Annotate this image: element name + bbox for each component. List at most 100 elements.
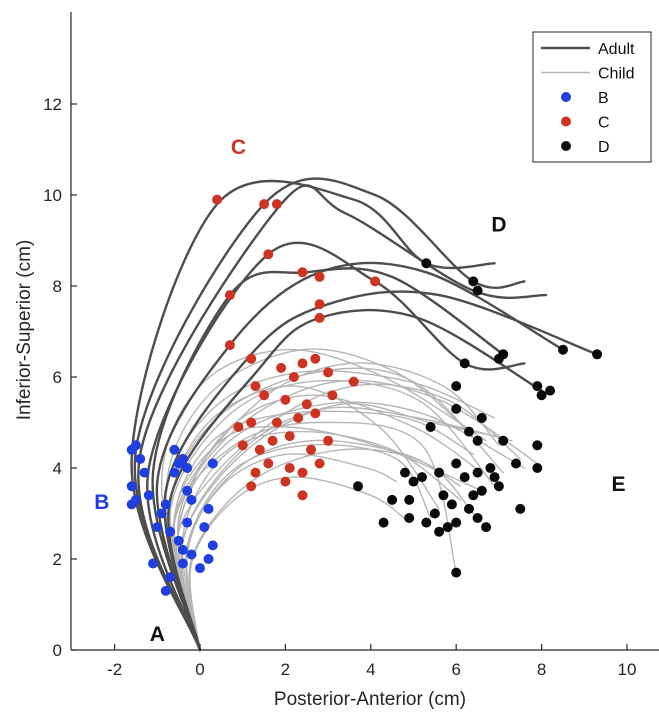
point-d (592, 349, 603, 360)
point-c (271, 417, 282, 428)
x-tick-label: 0 (195, 660, 204, 679)
point-c (348, 376, 359, 387)
annotation-c: C (231, 136, 246, 159)
point-d (472, 285, 483, 296)
annotation-d: D (491, 213, 506, 236)
y-tick-label: 10 (43, 186, 62, 205)
point-b (186, 549, 197, 560)
point-b (203, 503, 214, 514)
point-c (297, 467, 308, 478)
point-b (182, 463, 193, 473)
point-b (143, 490, 154, 501)
point-c (314, 458, 325, 469)
point-c (246, 481, 257, 492)
point-b (135, 453, 146, 464)
axis-ticks: -2 0 2 4 6 8 10 0 2 4 6 8 10 12 (43, 95, 636, 679)
point-c (280, 394, 291, 405)
x-tick-label: 6 (451, 660, 460, 679)
legend-label-d: D (598, 139, 610, 156)
point-c (297, 490, 308, 501)
adult-trajectory-line (163, 290, 599, 652)
point-b (126, 481, 137, 492)
point-b (186, 494, 197, 505)
landmark-points (126, 194, 603, 596)
y-axis-label: Inferior-Superior (cm) (14, 240, 35, 421)
point-d (468, 490, 479, 501)
point-d (417, 472, 427, 483)
point-b (130, 494, 141, 505)
point-d (434, 467, 445, 478)
point-d (400, 467, 410, 478)
point-c (212, 194, 223, 205)
point-c (250, 381, 261, 392)
point-b (182, 485, 193, 496)
child-trajectory-line (188, 448, 474, 651)
point-b (177, 558, 188, 569)
point-b (177, 453, 188, 464)
point-b (156, 508, 167, 519)
y-tick-label: 2 (53, 550, 62, 569)
x-tick-label: 10 (618, 660, 637, 679)
point-d (489, 472, 500, 483)
point-b (165, 526, 176, 537)
point-d (536, 390, 547, 401)
point-c (323, 367, 334, 378)
point-c (233, 422, 244, 432)
point-c (293, 413, 304, 423)
point-c (259, 390, 270, 401)
point-d (493, 353, 504, 364)
point-c (246, 353, 257, 364)
child-trajectory-line (185, 443, 432, 651)
child-trajectory-line (172, 421, 457, 651)
point-d (476, 485, 487, 496)
point-d (545, 385, 556, 396)
point-c (263, 249, 274, 260)
child-trajectory-line (177, 401, 526, 651)
point-c (301, 399, 312, 410)
region-annotations: A B C D E (94, 136, 625, 646)
point-d (425, 422, 436, 432)
point-c (250, 467, 261, 478)
point-d (378, 517, 389, 528)
point-c (271, 199, 282, 210)
point-b (182, 517, 193, 528)
point-d (511, 458, 521, 469)
point-c (327, 390, 338, 401)
point-d (493, 481, 504, 492)
point-c (314, 299, 325, 310)
x-tick-label: 8 (537, 660, 546, 679)
point-d (459, 472, 470, 483)
point-d (429, 508, 440, 519)
point-d (468, 276, 479, 287)
point-c (246, 417, 257, 428)
point-c (370, 276, 381, 287)
legend-label-child: Child (598, 66, 634, 83)
point-d (353, 481, 363, 492)
point-d (451, 381, 462, 392)
child-trajectory-line (181, 430, 462, 651)
point-d (532, 381, 543, 392)
point-b (139, 467, 150, 478)
point-b (207, 540, 218, 551)
legend: Adult Child BCD (532, 31, 652, 163)
point-b (177, 544, 188, 555)
point-d (472, 513, 483, 523)
child-trajectory-line (185, 439, 462, 651)
point-d (451, 458, 462, 469)
point-b (160, 585, 171, 596)
point-b (173, 535, 184, 546)
point-b (207, 458, 218, 469)
x-tick-label: 4 (366, 660, 375, 679)
legend-swatch-c (561, 116, 571, 127)
child-trajectory-line (169, 367, 504, 651)
child-trajectory-line (172, 362, 500, 651)
point-c (237, 440, 248, 451)
point-d (532, 463, 543, 473)
point-d (408, 476, 419, 487)
x-axis-label: Posterior-Anterior (cm) (274, 689, 466, 710)
point-b (195, 563, 205, 574)
point-d (476, 413, 487, 423)
annotation-b: B (94, 491, 109, 514)
child-trajectory-line (185, 453, 398, 651)
